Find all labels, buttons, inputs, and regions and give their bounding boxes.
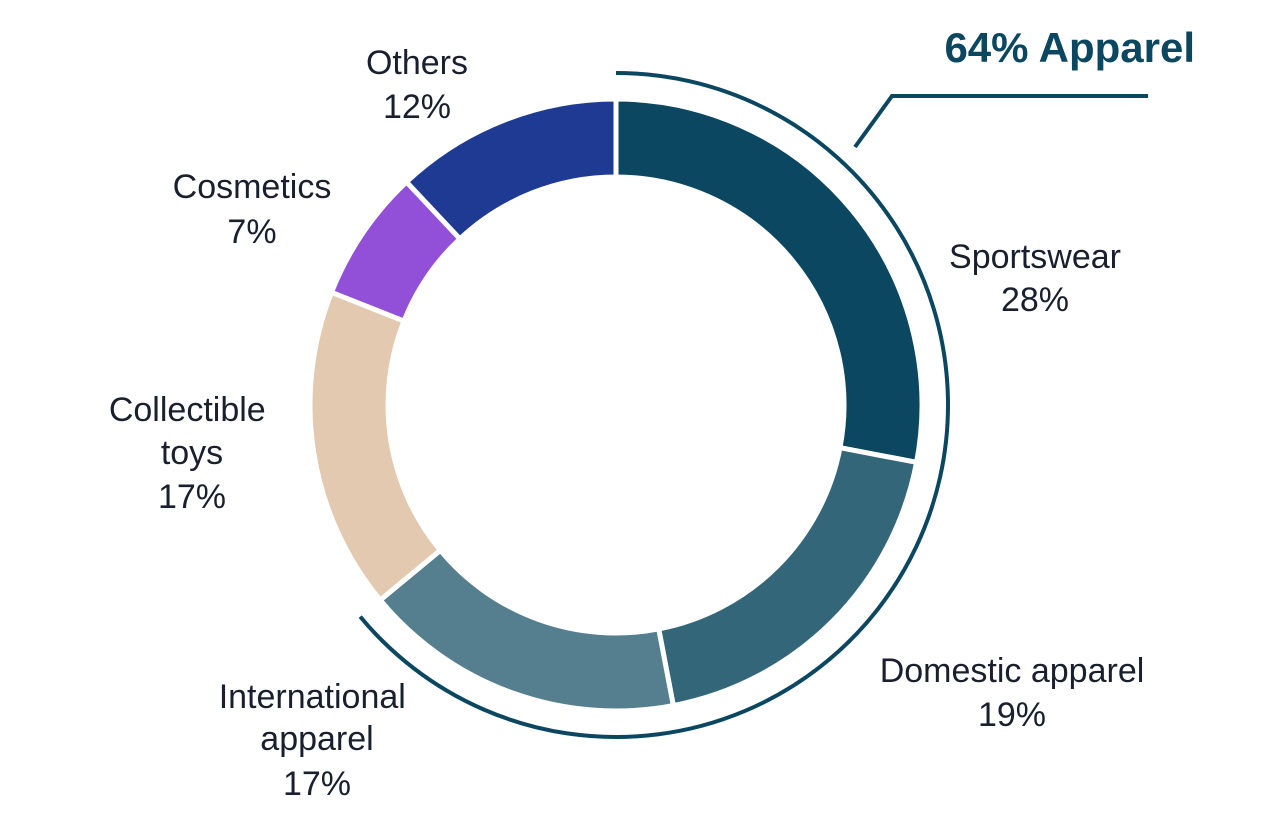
donut-slice-international-apparel <box>377 547 676 714</box>
slice-label-international-apparel-line1: International <box>219 678 406 716</box>
slice-label-international-apparel: International apparel <box>219 678 416 758</box>
apparel-group-arc <box>358 71 950 739</box>
apparel-group-label: 64% Apparel <box>944 24 1195 71</box>
donut-slice-others <box>404 96 619 242</box>
slice-label-cosmetics: Cosmetics <box>173 168 332 206</box>
donut-slice-domestic-apparel <box>656 445 920 709</box>
slice-label-sportswear: Sportswear <box>949 238 1121 276</box>
slice-label-international-apparel-line2: apparel <box>260 720 373 758</box>
slice-value-others: 12% <box>383 88 451 126</box>
slice-value-domestic-apparel: 19% <box>978 696 1046 734</box>
slice-label-collectible-toys: Collectible toys <box>109 391 275 472</box>
donut-slice-collectible-toys <box>307 289 443 603</box>
slice-label-others: Others <box>366 44 468 82</box>
slice-label-domestic-apparel: Domestic apparel <box>880 652 1145 690</box>
slice-value-international-apparel: 17% <box>283 765 351 803</box>
apparel-group-leader-line <box>853 94 1148 149</box>
slice-value-cosmetics: 7% <box>227 213 276 251</box>
slice-label-collectible-toys-line2: toys <box>161 434 223 472</box>
donut-slice-sportswear <box>613 96 925 465</box>
slice-label-collectible-toys-line1: Collectible <box>109 391 266 429</box>
slice-value-sportswear: 28% <box>1001 281 1069 319</box>
slice-value-collectible-toys: 17% <box>158 478 226 516</box>
donut-slices <box>307 96 925 714</box>
